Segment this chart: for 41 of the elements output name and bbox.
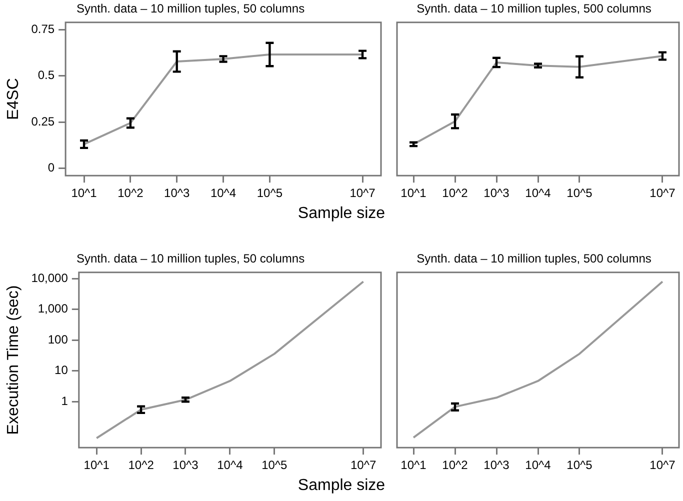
x-tick-label: 10^5 <box>262 458 288 472</box>
y-tick-label: 10 <box>54 363 68 378</box>
x-tick-label: 10^1 <box>71 186 98 200</box>
x-tick-label: 10^7 <box>350 458 376 472</box>
y-tick-label: 0.75 <box>31 22 55 36</box>
x-tick-label: 10^1 <box>400 458 427 472</box>
x-tick-label: 10^5 <box>256 186 283 200</box>
x-tick-label: 10^2 <box>442 458 468 472</box>
chart-title: Synth. data – 10 million tuples, 500 columns <box>416 2 652 16</box>
y-tick-label: 1,000 <box>38 302 68 316</box>
y-tick-label: 0.5 <box>38 68 55 82</box>
y-tick-label: 0 <box>48 160 55 175</box>
y-tick-label: 1 <box>61 394 68 408</box>
y-axis-title: Execution Time (sec) <box>5 285 22 435</box>
x-axis-title: Sample size <box>296 477 386 495</box>
x-tick-label: 10^4 <box>217 458 244 472</box>
y-tick-label: 0.25 <box>31 114 55 128</box>
x-tick-label: 10^1 <box>400 186 427 200</box>
y-tick-label: 100 <box>48 332 68 346</box>
x-tick-label: 10^7 <box>350 186 376 200</box>
x-tick-label: 10^7 <box>650 186 676 200</box>
x-tick-label: 10^7 <box>650 458 676 472</box>
chart-title: Synth. data – 10 million tuples, 50 columns <box>76 2 305 16</box>
x-tick-label: 10^4 <box>525 186 552 200</box>
chart-title: Synth. data – 10 million tuples, 500 columns <box>416 252 652 266</box>
x-tick-label: 10^3 <box>172 458 199 472</box>
x-tick-label: 10^2 <box>442 186 468 200</box>
chart-title: Synth. data – 10 million tuples, 50 columns <box>76 252 305 266</box>
x-tick-label: 10^2 <box>128 458 154 472</box>
x-tick-label: 10^5 <box>566 186 593 200</box>
x-tick-label: 10^5 <box>566 458 593 472</box>
x-tick-label: 10^4 <box>210 186 236 200</box>
x-tick-label: 10^4 <box>525 458 552 472</box>
x-tick-label: 10^3 <box>484 458 510 472</box>
x-tick-label: 10^2 <box>118 186 144 200</box>
x-tick-label: 10^3 <box>164 186 190 200</box>
y-tick-label: 10,000 <box>31 270 68 285</box>
x-tick-label: 10^3 <box>484 186 510 200</box>
x-tick-label: 10^1 <box>84 458 110 472</box>
x-axis-title: Sample size <box>296 205 386 223</box>
y-axis-title: E4SC <box>5 78 22 120</box>
